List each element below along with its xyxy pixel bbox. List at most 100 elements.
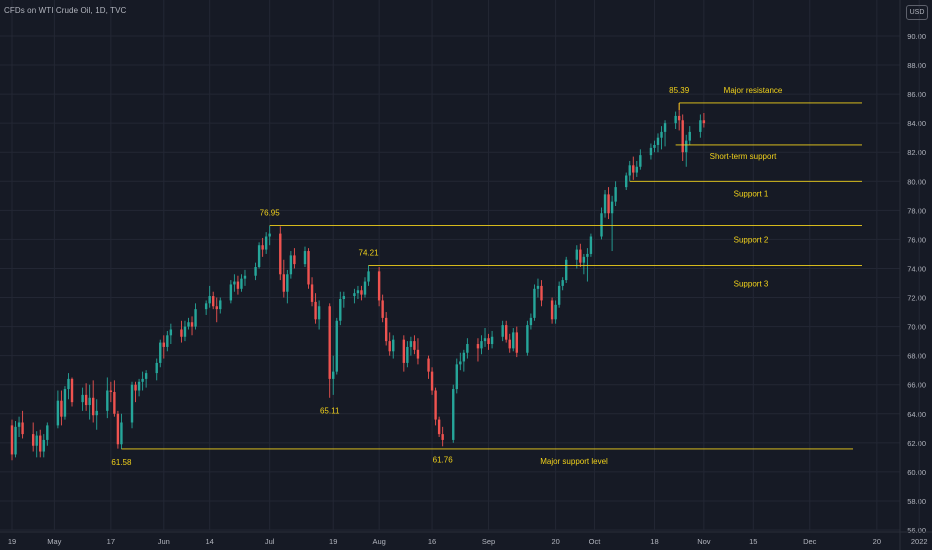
candle-body xyxy=(70,378,74,403)
candle-body xyxy=(628,165,631,176)
candle-body xyxy=(204,303,208,310)
x-tick-label: 15 xyxy=(749,537,757,546)
x-tick-label: Dec xyxy=(803,537,817,546)
y-tick-label: 64.00 xyxy=(907,410,926,419)
y-tick-label: 62.00 xyxy=(907,439,926,448)
candle-body xyxy=(579,249,582,263)
candle-body xyxy=(67,378,70,390)
candle-body xyxy=(328,306,331,379)
candle-body xyxy=(21,422,24,435)
candle-body xyxy=(144,373,148,379)
candle-body xyxy=(656,137,660,145)
y-tick-label: 70.00 xyxy=(907,323,926,332)
candle-body xyxy=(261,245,264,250)
candle-body xyxy=(505,325,508,340)
candle-body xyxy=(208,296,211,304)
candle-body xyxy=(31,434,35,446)
candle-body xyxy=(550,300,554,320)
x-tick-label: 14 xyxy=(206,537,214,546)
candle-body xyxy=(215,306,218,310)
candle-body xyxy=(187,322,190,327)
candle-body xyxy=(293,255,296,265)
candle-body xyxy=(427,358,430,372)
candle-body xyxy=(342,296,346,299)
candle-body xyxy=(56,400,60,426)
candle-body xyxy=(137,381,141,391)
y-tick-label: 88.00 xyxy=(907,61,926,70)
x-tick-label: Jul xyxy=(265,537,275,546)
candle-body xyxy=(162,342,165,347)
candle-body xyxy=(268,233,271,237)
candle-body xyxy=(452,389,455,440)
candle-body xyxy=(367,271,370,282)
y-tick-label: 60.00 xyxy=(907,468,926,477)
candle-body xyxy=(130,384,134,423)
candle-body xyxy=(674,115,677,124)
x-tick-label: May xyxy=(47,537,61,546)
candle-body xyxy=(529,317,533,326)
x-tick-label: 2022 xyxy=(911,537,928,546)
candle-body xyxy=(229,284,233,301)
candle-body xyxy=(632,165,635,173)
candle-body xyxy=(607,194,610,214)
candle-body xyxy=(264,236,268,250)
candle-body xyxy=(483,338,487,342)
y-tick-label: 74.00 xyxy=(907,264,926,273)
short-term-support-label: Short-term support xyxy=(710,152,777,161)
x-tick-label: Jun xyxy=(158,537,170,546)
candle-body xyxy=(480,341,483,349)
support-2-label: Support 2 xyxy=(734,236,769,245)
candle-body xyxy=(169,329,173,336)
candle-body xyxy=(46,425,49,440)
candle-body xyxy=(392,339,395,352)
candle-body xyxy=(141,378,144,382)
candle-body xyxy=(702,120,706,124)
x-tick-label: Aug xyxy=(372,537,385,546)
candle-body xyxy=(303,251,307,265)
y-tick-label: 66.00 xyxy=(907,381,926,390)
candle-body xyxy=(307,251,310,285)
x-tick-label: 19 xyxy=(8,537,16,546)
candle-body xyxy=(155,362,158,374)
candle-body xyxy=(466,344,469,353)
candle-body xyxy=(109,390,113,392)
price-label: 65.11 xyxy=(320,407,340,416)
price-label: 61.76 xyxy=(433,455,454,464)
candle-body xyxy=(289,255,293,275)
candle-body xyxy=(113,391,116,414)
y-tick-label: 90.00 xyxy=(907,32,926,41)
y-tick-label: 72.00 xyxy=(907,294,926,303)
candle-body xyxy=(39,435,42,452)
candle-body xyxy=(134,384,137,391)
candle-body xyxy=(314,301,317,320)
candle-body xyxy=(437,419,441,435)
y-tick-label: 68.00 xyxy=(907,352,926,361)
price-label: 76.95 xyxy=(260,209,281,218)
candle-body xyxy=(377,271,381,301)
candle-body xyxy=(339,298,342,321)
candle-body xyxy=(183,326,187,337)
currency-badge[interactable]: USD xyxy=(906,5,928,20)
candle-body xyxy=(455,364,458,390)
candle-body xyxy=(95,410,98,416)
candle-body xyxy=(459,361,462,365)
candle-body xyxy=(487,338,490,345)
candle-body xyxy=(575,249,578,260)
candle-body xyxy=(166,335,169,347)
candle-body xyxy=(384,317,388,342)
candle-body xyxy=(561,280,564,286)
candle-body xyxy=(363,281,367,295)
support-1-label: Support 1 xyxy=(734,189,769,198)
candle-body xyxy=(441,434,444,440)
candle-body xyxy=(335,320,338,372)
candle-body xyxy=(582,256,586,263)
candle-body xyxy=(526,325,529,353)
y-tick-label: 80.00 xyxy=(907,177,926,186)
x-tick-label: Nov xyxy=(697,537,711,546)
symbol-title: CFDs on WTI Crude Oil, 1D, TVC xyxy=(4,6,127,15)
candle-body xyxy=(681,120,684,153)
candle-body xyxy=(84,394,88,406)
candle-body xyxy=(413,341,416,350)
